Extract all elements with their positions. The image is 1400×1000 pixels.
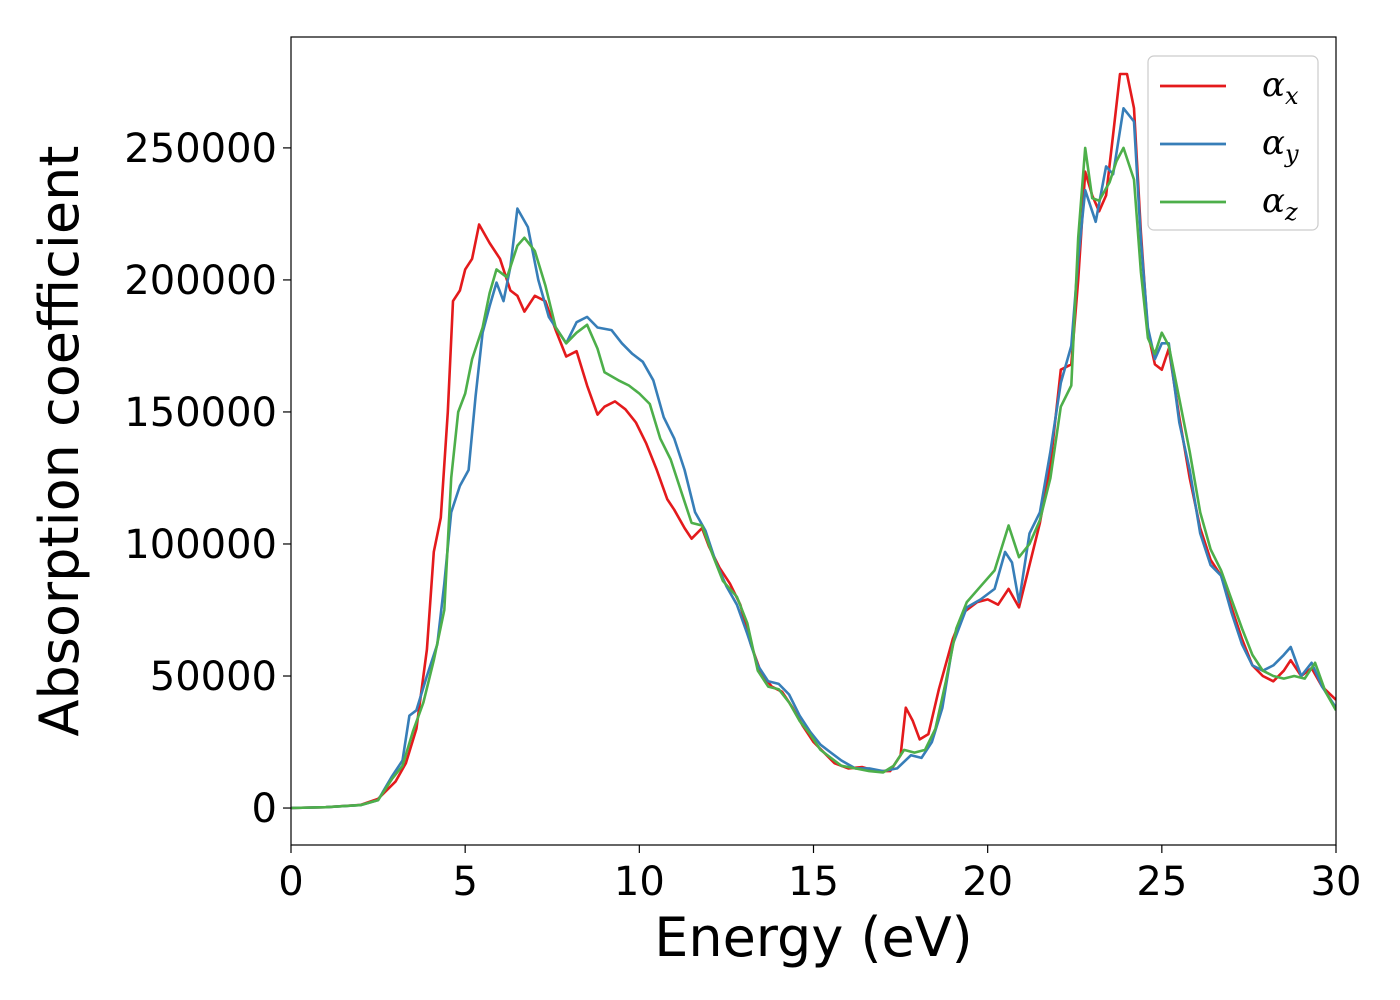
series-layer xyxy=(291,72,1336,810)
y-axis: 0 50000 100000 150000 200000 250000 xyxy=(124,126,291,832)
y-tick-label: 100000 xyxy=(124,522,277,568)
y-tick-label: 0 xyxy=(252,786,277,832)
x-tick-label: 20 xyxy=(962,859,1013,905)
x-tick-label: 5 xyxy=(452,859,477,905)
y-tick-label: 200000 xyxy=(124,258,277,304)
x-tick-label: 10 xyxy=(614,859,665,905)
y-tick-label: 150000 xyxy=(124,390,277,436)
series-line-y xyxy=(291,107,1336,810)
x-tick-label: 25 xyxy=(1136,859,1187,905)
x-axis-label: Energy (eV) xyxy=(654,906,973,969)
series-line-z xyxy=(291,146,1336,810)
x-tick-label: 15 xyxy=(788,859,839,905)
y-tick-label: 250000 xyxy=(124,126,277,172)
x-axis: 0 5 10 15 20 25 30 xyxy=(278,845,1361,905)
y-tick-label: 50000 xyxy=(150,654,277,700)
y-axis-label: Absorption coefficient xyxy=(28,146,91,737)
x-tick-label: 0 xyxy=(278,859,303,905)
x-tick-label: 30 xyxy=(1311,859,1362,905)
legend-box xyxy=(1147,55,1319,231)
